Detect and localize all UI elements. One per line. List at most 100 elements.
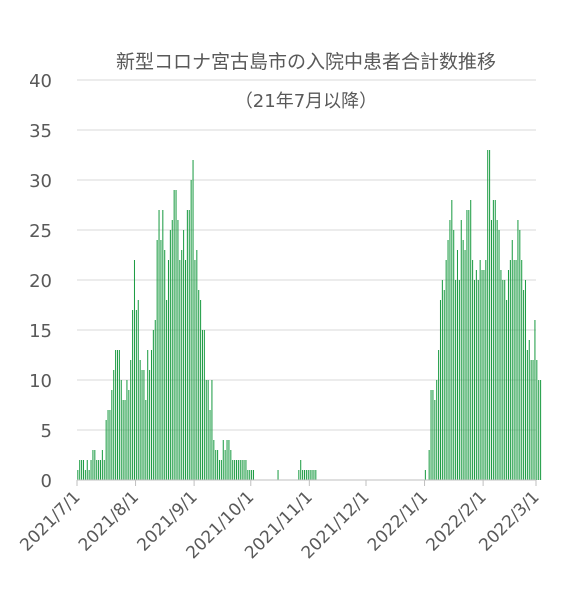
bar (243, 460, 245, 480)
bars (77, 150, 542, 480)
bar (215, 450, 217, 480)
bar (498, 230, 500, 480)
bar (145, 400, 147, 480)
bar (218, 460, 221, 480)
bar (124, 400, 126, 480)
bar (432, 390, 434, 480)
bar (207, 380, 209, 480)
bar (111, 390, 113, 480)
bar (213, 440, 215, 480)
bar (200, 300, 202, 480)
bar (462, 240, 464, 480)
bar (226, 440, 228, 480)
bar (234, 460, 236, 480)
bar (98, 460, 100, 480)
bar (526, 350, 528, 480)
bar (149, 370, 151, 480)
y-tick-label: 40 (29, 71, 52, 92)
y-tick-label: 25 (29, 221, 52, 242)
bar (107, 410, 109, 480)
bar (118, 350, 120, 480)
bar (487, 150, 489, 480)
bar (470, 200, 472, 480)
bar (460, 220, 462, 480)
bar (162, 210, 164, 480)
bar (116, 350, 119, 480)
bar (154, 320, 156, 480)
bar (303, 470, 306, 480)
bar (143, 370, 145, 480)
x-tick-label: 2022/1/1 (364, 487, 432, 555)
bar (241, 460, 243, 480)
bar (120, 380, 122, 480)
bar (109, 410, 111, 480)
bar (447, 240, 449, 480)
bar (186, 210, 188, 480)
bar (101, 450, 103, 480)
bar (160, 240, 162, 480)
bar (132, 310, 134, 480)
bar (122, 400, 124, 480)
bar (441, 280, 443, 480)
bar (468, 210, 470, 480)
y-tick-label: 35 (29, 121, 52, 142)
bar (105, 420, 107, 480)
bar (472, 260, 474, 480)
y-tick-label: 5 (41, 421, 52, 442)
bar (506, 300, 508, 480)
bar (456, 250, 459, 480)
bar (184, 260, 187, 480)
bar (481, 270, 483, 480)
bar (222, 440, 224, 480)
bar (203, 330, 205, 480)
bar (428, 450, 430, 480)
bar (485, 260, 487, 480)
bar (445, 260, 447, 480)
bar (194, 260, 196, 480)
bar (438, 350, 440, 480)
bar (220, 460, 222, 480)
bar (224, 450, 226, 480)
bar (502, 280, 504, 480)
bar (523, 290, 525, 480)
bar (169, 230, 171, 480)
bar (521, 260, 523, 480)
bar (167, 260, 170, 480)
y-axis-ticks: 0 5 10 15 20 25 30 35 40 (29, 71, 52, 492)
bar (524, 280, 527, 480)
bar (538, 380, 540, 480)
bar (99, 460, 102, 480)
bar (430, 390, 432, 480)
bar (511, 240, 513, 480)
bar (192, 160, 194, 480)
bar (181, 250, 183, 480)
bar (475, 270, 477, 480)
bar (489, 150, 491, 480)
bar (424, 470, 426, 480)
x-axis-ticks: 2021/7/12021/8/12021/9/12021/10/12021/11… (16, 480, 544, 563)
bar (133, 260, 136, 480)
bar (150, 350, 153, 480)
bar (540, 380, 542, 480)
bar (232, 460, 234, 480)
bar (198, 290, 200, 480)
y-tick-label: 10 (29, 371, 52, 392)
bar (451, 200, 453, 480)
bar (247, 470, 249, 480)
bar (515, 260, 517, 480)
bar (209, 410, 211, 480)
bar (530, 360, 532, 480)
bar (235, 460, 238, 480)
bar (164, 250, 166, 480)
bar (179, 260, 181, 480)
bar (307, 470, 309, 480)
bar (137, 300, 139, 480)
bar (309, 470, 311, 480)
bar (217, 450, 219, 480)
bar (504, 280, 506, 480)
bar (455, 280, 457, 480)
bar (152, 330, 154, 480)
bar (479, 260, 481, 480)
chart-title: 新型コロナ宮古島市の入院中患者合計数推移 (116, 51, 496, 73)
bar (103, 460, 105, 480)
